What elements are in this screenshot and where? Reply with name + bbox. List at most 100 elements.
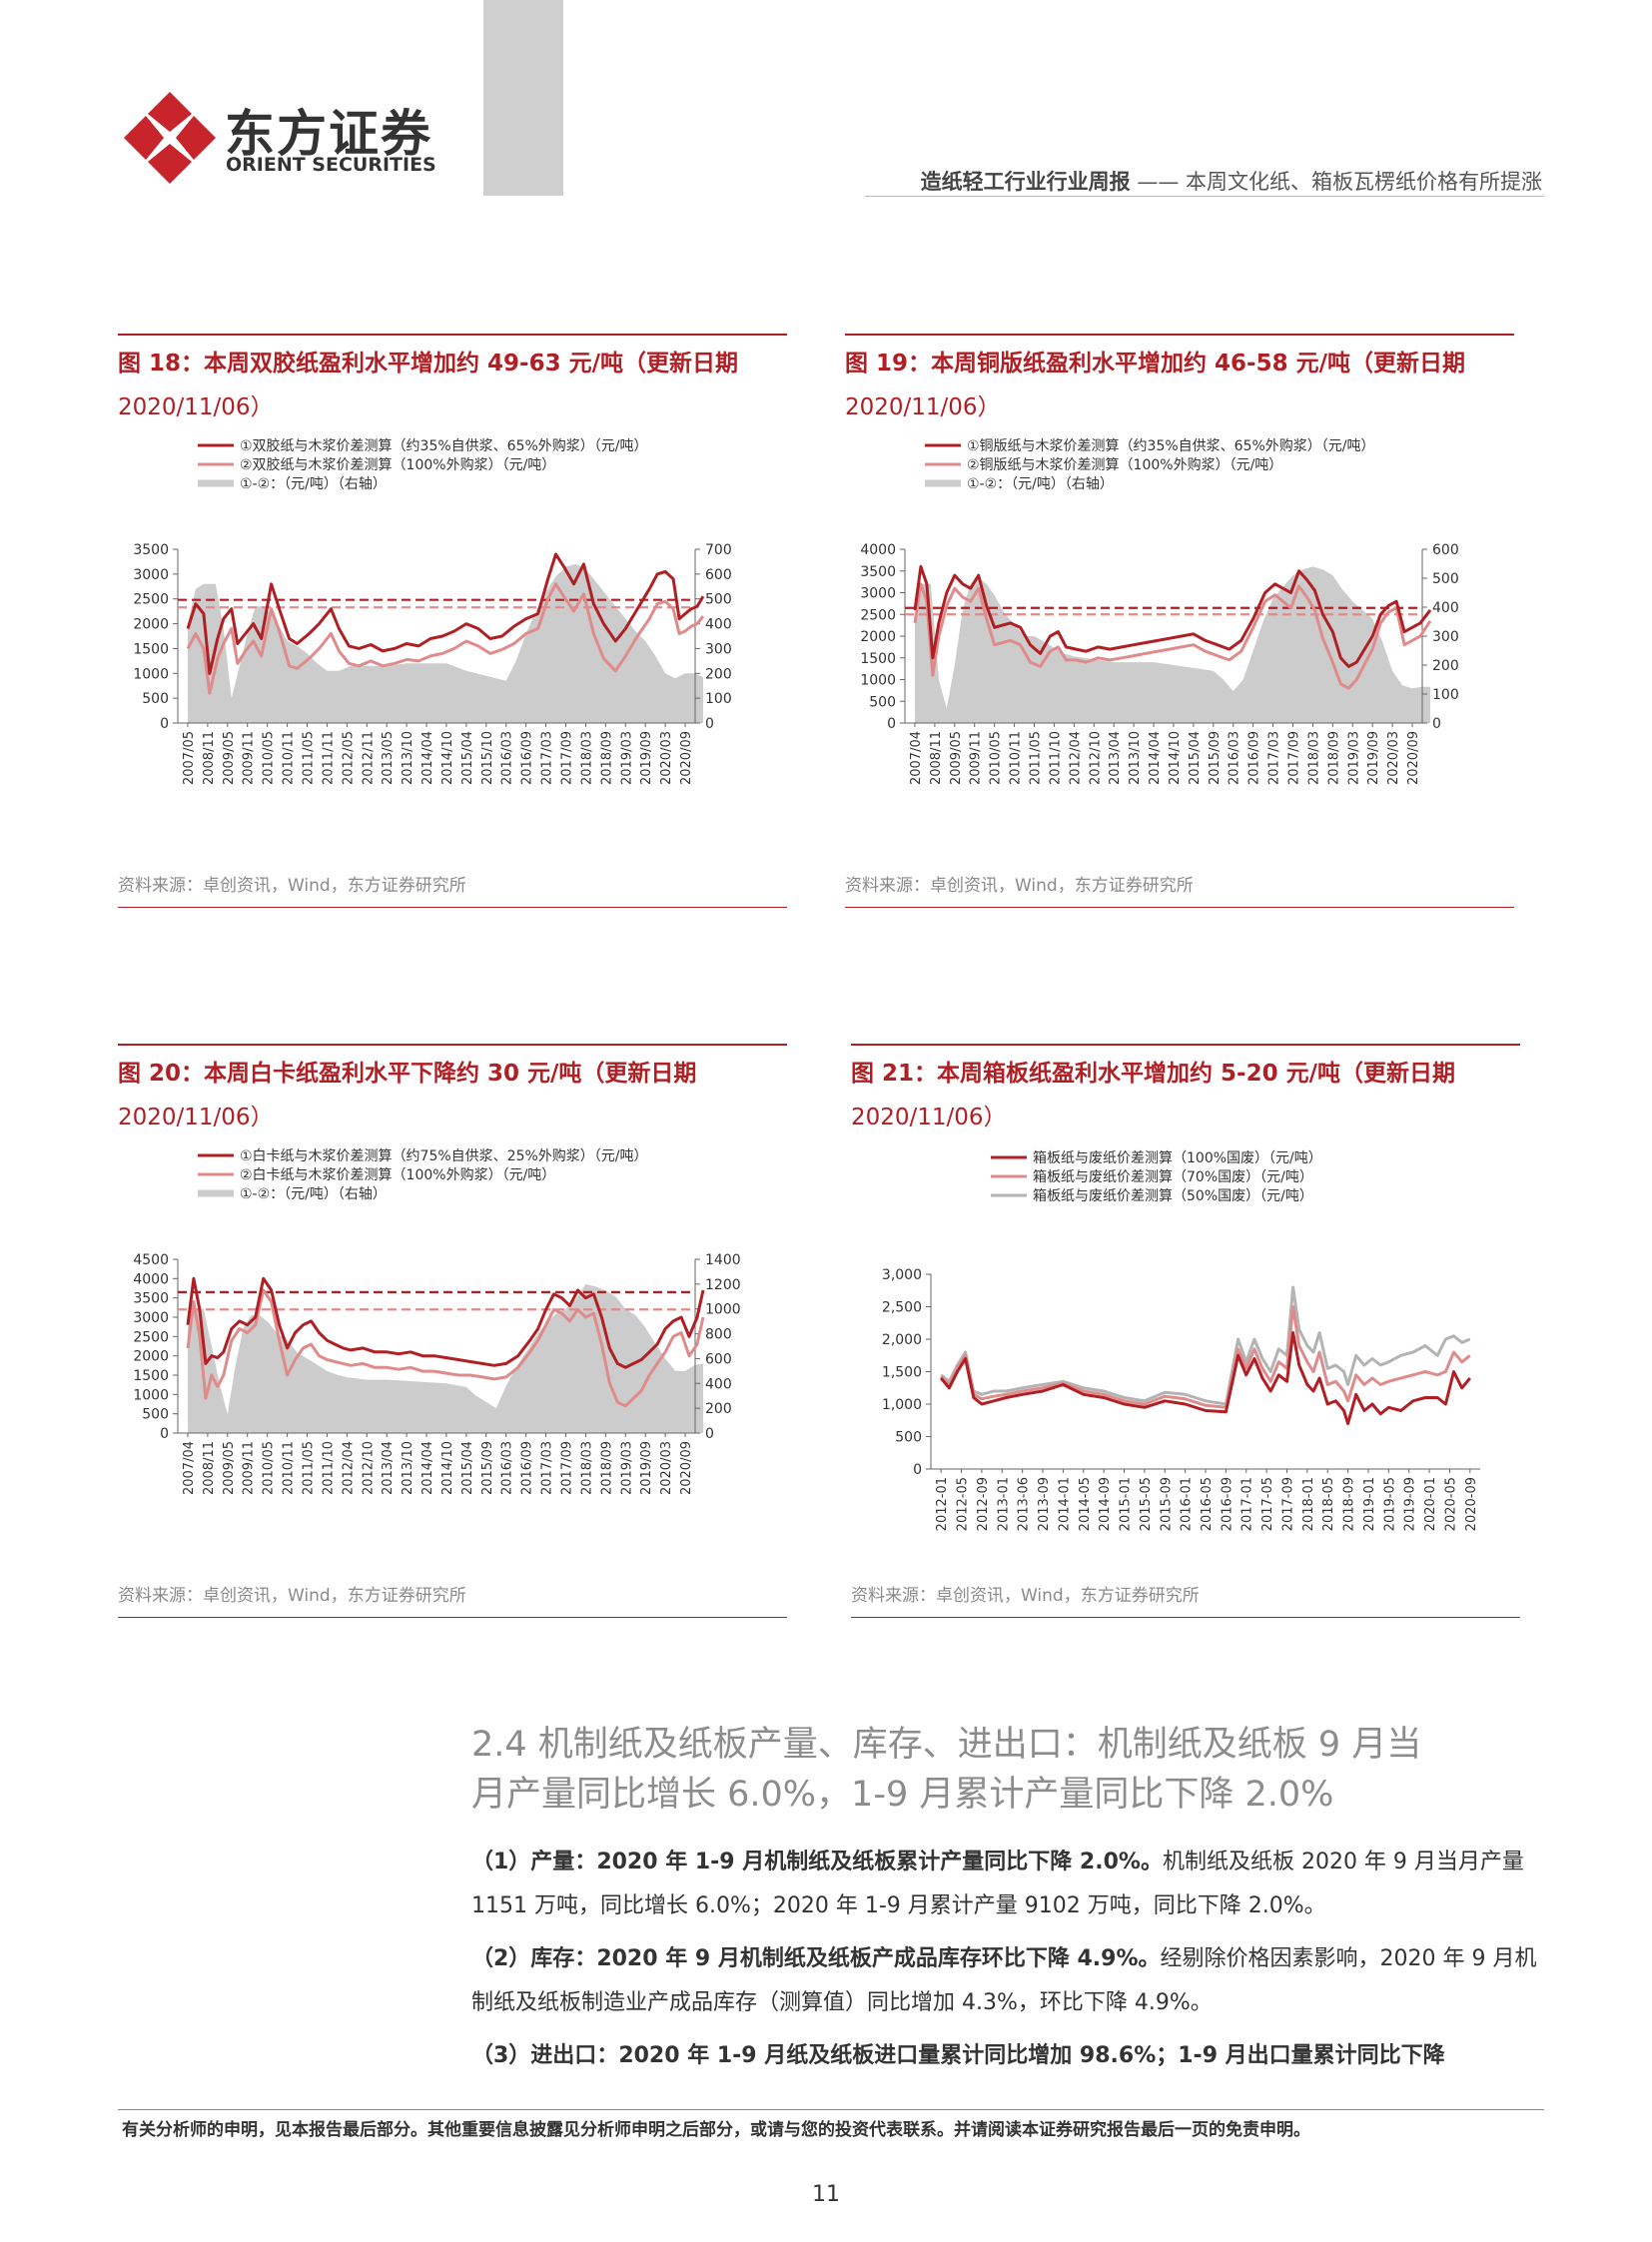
figure-title-text: 图 19：本周铜版纸盈利水平增加约 46-58 元/吨（更新日期 [845, 351, 1465, 376]
figure-source: 资料来源：卓创资讯，Wind，东方证券研究所 [118, 876, 466, 896]
series-line [913, 564, 1432, 668]
x-tick-label: 2015/10 [480, 731, 495, 785]
x-tick-label: 2019/03 [619, 1441, 634, 1495]
y-tick-label: 500 [869, 694, 896, 710]
x-tick-label: 2011/10 [1048, 731, 1063, 785]
figure-21: 图 21：本周箱板纸盈利水平增加约 5-20 元/吨（更新日期 2020/11/… [851, 1044, 1520, 1618]
x-tick-label: 2010/05 [262, 731, 277, 785]
y2-tick-label: 100 [1432, 687, 1459, 703]
x-tick-label: 2013/10 [401, 731, 415, 785]
y-tick-label: 1500 [133, 1368, 169, 1384]
paragraph-text: 经剔除价格因素影响，2020 年 9 月机制纸及纸板制造业产成品库存（测算值）同… [471, 1946, 1537, 2015]
figure-top-rule [845, 334, 1514, 336]
y2-tick-label: 400 [705, 617, 732, 633]
y-tick-label: 2500 [133, 1329, 169, 1345]
figure-title: 图 19：本周铜版纸盈利水平增加约 46-58 元/吨（更新日期 2020/11… [845, 342, 1514, 429]
x-tick-label: 2014/10 [1168, 731, 1183, 785]
y2-tick-label: 400 [705, 1376, 732, 1392]
legend-label: 箱板纸与废纸价差测算（100%国废）（元/吨） [1033, 1150, 1322, 1166]
x-tick-label: 2015-01 [1119, 1477, 1134, 1531]
x-tick-label: 2020/03 [1386, 731, 1401, 785]
x-tick-label: 2014/04 [1148, 731, 1163, 785]
legend-label: ①双胶纸与木浆价差测算（约35%自供浆、65%外购浆）（元/吨） [240, 437, 648, 454]
y-tick-label: 1,000 [882, 1397, 922, 1413]
x-tick-label: 2009/05 [222, 1441, 237, 1495]
section-heading: 2.4 机制纸及纸板产量、库存、进出口：机制纸及纸板 9 月当 月产量同比增长 … [471, 1720, 1550, 1820]
x-tick-label: 2014-01 [1057, 1477, 1072, 1531]
x-tick-label: 2020-01 [1423, 1477, 1438, 1531]
paragraph-text: 机制纸及纸板 2020 年 9 月当月产量 1151 万吨，同比增长 6.0%；… [471, 1850, 1524, 1918]
series-line [186, 582, 705, 695]
section-heading-line2: 月产量同比增长 6.0%，1-9 月累计产量同比下降 2.0% [471, 1775, 1334, 1815]
y2-tick-label: 1000 [705, 1302, 741, 1318]
logo-mark-icon [124, 92, 216, 184]
x-tick-label: 2009/11 [242, 731, 257, 785]
footer-rule [118, 2109, 1544, 2110]
x-tick-label: 2013-09 [1037, 1477, 1052, 1531]
paragraph-lead: （1）产量： [471, 1850, 597, 1874]
y-tick-label: 3,000 [882, 1267, 922, 1283]
x-tick-label: 2012/05 [341, 731, 356, 785]
figure-title: 图 21：本周箱板纸盈利水平增加约 5-20 元/吨（更新日期 2020/11/… [851, 1052, 1520, 1139]
x-tick-label: 2014/04 [420, 731, 435, 785]
chart-offset-paper-margin: ①双胶纸与木浆价差测算（约35%自供浆、65%外购浆）（元/吨） ②双胶纸与木浆价… [133, 437, 732, 785]
figure-title-date: 2020/11/06） [851, 1105, 1007, 1130]
series-line [940, 1305, 1471, 1409]
x-tick-label: 2015/04 [460, 731, 475, 785]
x-tick-label: 2019/03 [619, 731, 634, 785]
x-tick-label: 2017/09 [560, 1441, 575, 1495]
x-tick-label: 2016-09 [1220, 1477, 1235, 1531]
x-tick-label: 2016-05 [1200, 1477, 1215, 1531]
x-tick-label: 2016-01 [1180, 1477, 1195, 1531]
header-grey-band [483, 0, 563, 196]
y-tick-label: 1000 [133, 666, 169, 682]
figure-title: 图 18：本周双胶纸盈利水平增加约 49-63 元/吨（更新日期 2020/11… [118, 342, 787, 429]
x-tick-label: 2019-01 [1362, 1477, 1377, 1531]
legend-label: ①铜版纸与木浆价差测算（约35%自供浆、65%外购浆）（元/吨） [967, 438, 1375, 454]
figure-top-rule [851, 1044, 1520, 1046]
section-heading-line1: 2.4 机制纸及纸板产量、库存、进出口：机制纸及纸板 9 月当 [471, 1725, 1422, 1765]
x-tick-label: 2010/11 [282, 731, 297, 785]
x-tick-label: 2020/09 [679, 1441, 694, 1495]
x-tick-label: 2017/09 [1287, 731, 1302, 785]
x-tick-label: 2018-01 [1301, 1477, 1316, 1531]
y-tick-label: 2500 [133, 592, 169, 608]
y2-tick-label: 0 [1432, 716, 1441, 732]
figure-19: 图 19：本周铜版纸盈利水平增加约 46-58 元/吨（更新日期 2020/11… [845, 334, 1514, 908]
legend-label: ②铜版纸与木浆价差测算（100%外购浆）（元/吨） [967, 457, 1282, 473]
y-tick-label: 2000 [133, 1349, 169, 1365]
figure-source: 资料来源：卓创资讯，Wind，东方证券研究所 [845, 876, 1194, 896]
x-tick-label: 2014-09 [1098, 1477, 1113, 1531]
y2-tick-label: 300 [705, 641, 732, 657]
paragraph-bold: 2020 年 9 月机制纸及纸板产成品库存环比下降 4.9%。 [596, 1946, 1161, 1971]
y-tick-label: 500 [895, 1430, 922, 1446]
x-tick-label: 2017-05 [1260, 1477, 1275, 1531]
y-tick-label: 4000 [133, 1271, 169, 1287]
x-tick-label: 2013/10 [401, 1441, 415, 1495]
figure-source: 资料来源：卓创资讯，Wind，东方证券研究所 [118, 1586, 466, 1606]
y-tick-label: 1500 [860, 651, 896, 667]
figure-18: 图 18：本周双胶纸盈利水平增加约 49-63 元/吨（更新日期 2020/11… [118, 334, 787, 908]
x-tick-label: 2009/11 [969, 731, 984, 785]
y-tick-label: 1000 [860, 673, 896, 689]
y-tick-label: 3500 [860, 564, 896, 580]
legend-label: ②白卡纸与木浆价差测算（100%外购浆）（元/吨） [240, 1167, 555, 1183]
x-tick-label: 2019/09 [639, 731, 654, 785]
y-tick-label: 3000 [133, 1310, 169, 1326]
y2-tick-label: 500 [1432, 571, 1459, 587]
x-tick-label: 2009/11 [242, 1441, 257, 1495]
x-tick-label: 2017/03 [540, 1441, 555, 1495]
y-tick-label: 500 [142, 691, 169, 707]
x-tick-label: 2015/09 [1208, 731, 1223, 785]
x-tick-label: 2015/04 [460, 1441, 475, 1495]
y2-tick-label: 0 [705, 1426, 714, 1442]
x-tick-label: 2011/10 [321, 1441, 336, 1495]
figure-title-text: 图 20：本周白卡纸盈利水平下降约 30 元/吨（更新日期 [118, 1061, 697, 1087]
x-tick-label: 2018/03 [1306, 731, 1321, 785]
y-tick-label: 1,500 [882, 1365, 922, 1381]
series-line [186, 1276, 705, 1369]
series-line [940, 1285, 1471, 1406]
figure-bottom-rule [118, 1617, 787, 1618]
x-tick-label: 2011/11 [321, 731, 336, 785]
x-tick-label: 2015/09 [480, 1441, 495, 1495]
